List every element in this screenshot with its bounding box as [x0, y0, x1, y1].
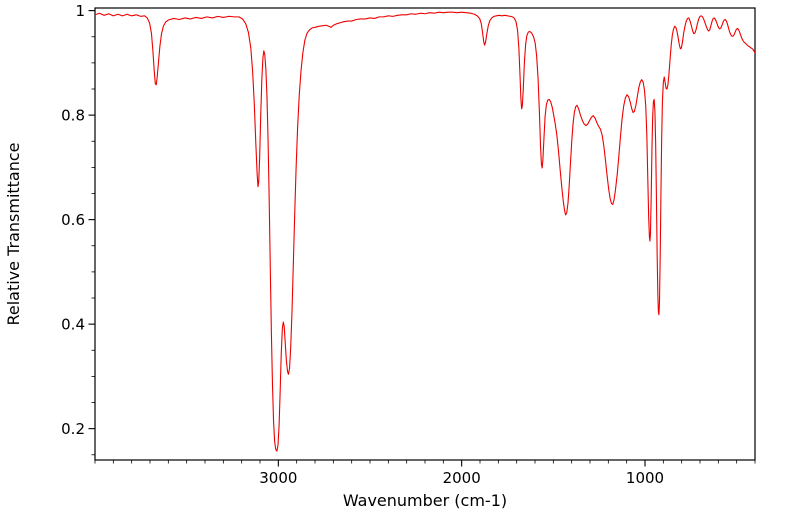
y-tick-label: 0.6: [61, 211, 85, 229]
x-tick-label: 2000: [443, 469, 481, 487]
x-axis-label: Wavenumber (cm-1): [343, 491, 507, 510]
x-tick-label: 1000: [626, 469, 664, 487]
plot-frame: [94, 7, 756, 461]
spectrum-line: [95, 11, 755, 452]
y-tick-label: 0.8: [61, 106, 85, 124]
y-axis-label: Relative Transmittance: [4, 142, 23, 325]
x-tick-label: 3000: [259, 469, 297, 487]
y-tick-label: 0.2: [61, 420, 85, 438]
y-tick-label: 1: [75, 2, 85, 20]
y-tick-label: 0.4: [61, 315, 85, 333]
